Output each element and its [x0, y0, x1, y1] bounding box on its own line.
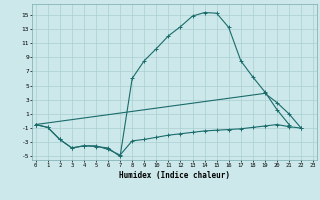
X-axis label: Humidex (Indice chaleur): Humidex (Indice chaleur): [119, 171, 230, 180]
